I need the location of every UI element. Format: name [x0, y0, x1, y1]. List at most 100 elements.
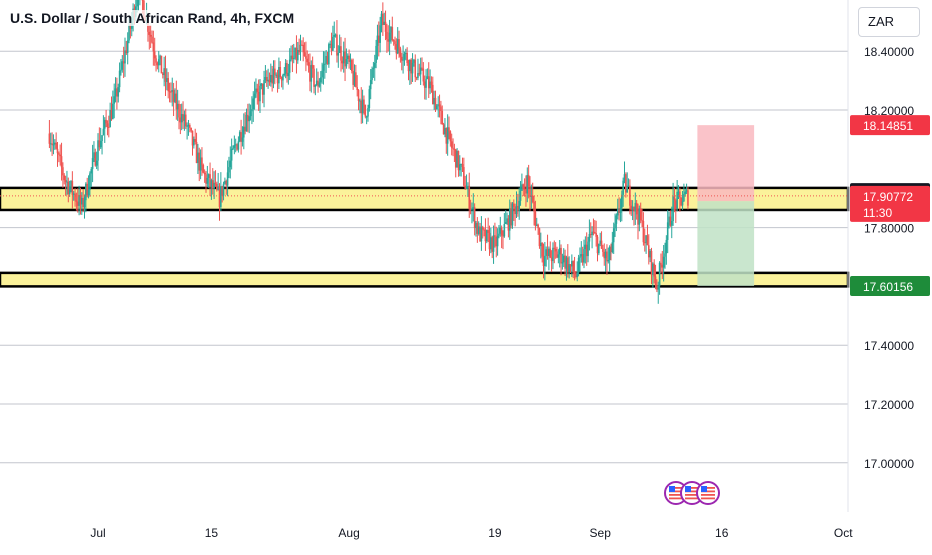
- candle-body: [365, 116, 368, 118]
- candle-body: [301, 44, 303, 46]
- candle-body: [321, 70, 323, 78]
- candle-body: [217, 187, 219, 190]
- candle-body: [465, 188, 468, 190]
- candle-body: [172, 90, 175, 102]
- candle-body: [575, 274, 577, 278]
- candle-body: [630, 205, 633, 210]
- candle-body: [544, 255, 546, 267]
- candle-body: [336, 34, 338, 56]
- candle-body: [464, 185, 466, 189]
- candle-body: [569, 264, 572, 267]
- candle-body: [54, 142, 56, 145]
- candle-body: [98, 140, 101, 148]
- candle-body: [649, 250, 651, 258]
- candle-body: [270, 74, 272, 83]
- candle-body: [672, 196, 674, 222]
- candle-body: [483, 229, 485, 231]
- candle-body: [197, 152, 199, 163]
- candle-body: [403, 53, 406, 60]
- candle-body: [189, 124, 191, 128]
- candle-body: [282, 75, 284, 81]
- candle-body: [314, 84, 317, 87]
- candle-body: [225, 180, 228, 186]
- candle-body: [535, 224, 538, 226]
- candle-body: [230, 149, 233, 161]
- x-tick-label: 19: [488, 526, 502, 540]
- candle-body: [368, 89, 371, 109]
- candle-body: [604, 251, 607, 259]
- candle-body: [122, 61, 125, 64]
- candle-body: [581, 254, 584, 263]
- candle-body: [344, 51, 346, 67]
- candle-body: [93, 152, 95, 158]
- candle-body: [99, 141, 102, 148]
- candle-body: [679, 191, 681, 198]
- candle-body: [676, 191, 678, 209]
- candle-body: [541, 242, 543, 257]
- candle-body: [364, 104, 367, 117]
- candle-body: [110, 110, 113, 119]
- candle-body: [86, 183, 88, 196]
- candle-body: [226, 172, 229, 186]
- candle-body: [351, 60, 353, 71]
- candle-body: [396, 39, 399, 54]
- candle-body: [430, 81, 433, 85]
- candle-body: [373, 62, 376, 68]
- candle-body: [687, 190, 689, 206]
- candle-body: [503, 223, 506, 237]
- candle-body: [480, 226, 483, 242]
- candle-body: [602, 248, 604, 252]
- candle-body: [324, 63, 326, 65]
- candle-body: [391, 26, 394, 41]
- candle-body: [102, 128, 105, 136]
- candle-body: [432, 84, 434, 105]
- currency-button[interactable]: ZAR: [858, 7, 920, 37]
- x-tick-label: Oct: [834, 526, 853, 540]
- candle-body: [305, 56, 307, 59]
- candle-body: [302, 44, 304, 53]
- candle-body: [341, 60, 344, 64]
- candle-body: [174, 93, 176, 102]
- candle-body: [236, 144, 238, 150]
- candle-body: [159, 55, 161, 60]
- candle-body: [338, 46, 341, 53]
- candle-body: [261, 83, 264, 95]
- candle-body: [402, 59, 404, 61]
- candle-body: [538, 228, 541, 247]
- candle-body: [626, 185, 628, 193]
- candle-body: [507, 218, 510, 231]
- candle-body: [279, 67, 282, 78]
- last-price-tag: 17.90772 11:30: [850, 185, 930, 222]
- candle-body: [74, 193, 76, 201]
- candle-body: [117, 87, 120, 97]
- candle-body: [206, 177, 209, 184]
- candle-body: [533, 201, 535, 212]
- candle-body: [410, 59, 412, 74]
- candle-body: [591, 231, 593, 236]
- candle-body: [656, 285, 658, 290]
- candle-body: [634, 202, 637, 212]
- candle-body: [542, 256, 545, 267]
- candle-body: [251, 109, 253, 112]
- candle-body: [319, 77, 322, 83]
- candle-body: [662, 256, 665, 268]
- candle-body: [276, 74, 279, 84]
- candle-body: [72, 193, 75, 195]
- candle-body: [446, 127, 449, 144]
- candle-body: [472, 207, 475, 209]
- candle-body: [642, 220, 645, 243]
- candle-body: [584, 244, 587, 250]
- candle-body: [399, 48, 402, 57]
- candle-body: [600, 240, 603, 249]
- candle-body: [190, 127, 192, 131]
- last-price-label: 17.90772: [863, 190, 913, 204]
- candle-body: [577, 257, 580, 273]
- candle-body: [390, 26, 392, 33]
- candle-body: [124, 50, 126, 64]
- grid-lines: [0, 50, 848, 464]
- candle-body: [562, 255, 565, 263]
- candle-body: [406, 52, 408, 63]
- candle-body: [492, 235, 495, 252]
